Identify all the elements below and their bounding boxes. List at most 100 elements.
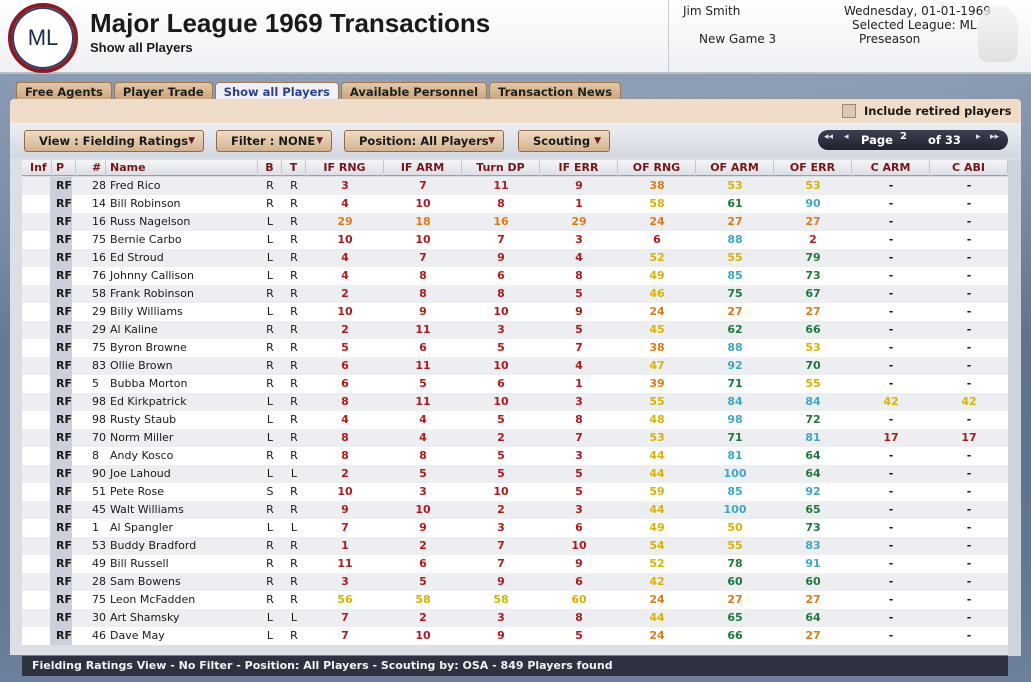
- tab-player-trade[interactable]: Player Trade: [113, 82, 213, 100]
- player-position: RF: [56, 467, 72, 480]
- table-scrollbar[interactable]: [1008, 160, 1021, 656]
- column-header-inf[interactable]: Inf: [22, 160, 52, 176]
- player-name[interactable]: Rusty Staub: [110, 413, 177, 426]
- player-name[interactable]: Bill Robinson: [110, 197, 181, 210]
- player-name[interactable]: Byron Browne: [110, 341, 187, 354]
- player-name[interactable]: Billy Williams: [110, 305, 183, 318]
- player-position: RF: [56, 413, 72, 426]
- column-header-of-err[interactable]: OF ERR: [774, 160, 852, 176]
- table-row[interactable]: RF 30 Art Shamsky L L 7 2 3 8 44 65 64 - -: [22, 609, 1008, 627]
- table-row[interactable]: RF 46 Dave May L R 7 10 9 5 24 66 27 - -: [22, 627, 1008, 645]
- player-name[interactable]: Fred Rico: [110, 179, 161, 192]
- table-row[interactable]: RF 70 Norm Miller L R 8 4 2 7 53 71 81 17 17: [22, 429, 1008, 447]
- player-name[interactable]: Buddy Bradford: [110, 539, 197, 552]
- table-row[interactable]: RF 76 Johnny Callison L R 4 8 6 8 49 85 73 - -: [22, 267, 1008, 285]
- player-name[interactable]: Ollie Brown: [110, 359, 173, 372]
- player-name[interactable]: Andy Kosco: [110, 449, 174, 462]
- table-row[interactable]: RF 16 Ed Stroud L R 4 7 9 4 52 55 79- -: [22, 249, 1008, 267]
- player-name[interactable]: Ed Stroud: [110, 251, 164, 264]
- player-name[interactable]: Norm Miller: [110, 431, 174, 444]
- column-header-turn-dp[interactable]: Turn DP: [462, 160, 540, 176]
- column-header-if-err[interactable]: IF ERR: [540, 160, 618, 176]
- tab-transaction-news[interactable]: Transaction News: [489, 82, 622, 100]
- position-dropdown[interactable]: Position: All Players ▼: [344, 130, 504, 152]
- rating-cell: 3: [341, 575, 349, 588]
- column-header-of-rng[interactable]: OF RNG: [618, 160, 696, 176]
- table-row[interactable]: RF 51 Pete Rose S R 10 3 10 5 59 85 92 - -: [22, 483, 1008, 501]
- rating-cell: -: [966, 233, 972, 246]
- player-name[interactable]: Art Shamsky: [110, 611, 180, 624]
- player-name[interactable]: Joe Lahoud: [110, 467, 171, 480]
- player-name[interactable]: Johnny Callison: [110, 269, 194, 282]
- table-row[interactable]: RF 98 Ed Kirkpatrick L R 8 11 10 3 55 84 84 42 42: [22, 393, 1008, 411]
- player-name[interactable]: Bernie Carbo: [110, 233, 182, 246]
- rating-cell: 10: [493, 359, 509, 372]
- scouting-dropdown[interactable]: Scouting ▼: [518, 130, 610, 152]
- tab-available-personnel[interactable]: Available Personnel: [340, 82, 488, 100]
- table-row[interactable]: RF 90 Joe Lahoud L L 2 5 5 5 44 100 64 - -: [22, 465, 1008, 483]
- column-header-p[interactable]: P: [52, 160, 76, 176]
- table-row[interactable]: RF 45 Walt Williams R R 9 10 2 3 44 100 65 - -: [22, 501, 1008, 519]
- tab-free-agents[interactable]: Free Agents: [16, 82, 112, 100]
- table-row[interactable]: RF 53 Buddy Bradford R R 1 2 7 10 54 55 83 - -: [22, 537, 1008, 555]
- player-name[interactable]: Russ Nagelson: [110, 215, 191, 228]
- player-name[interactable]: Al Kaline: [110, 323, 158, 336]
- player-position: RF: [56, 593, 72, 606]
- first-page-icon[interactable]: ◂◂: [824, 132, 834, 142]
- table-row[interactable]: RF 28 Sam Bowens R R 3 5 9 6 42 60 60 - -: [22, 573, 1008, 591]
- player-name[interactable]: Dave May: [110, 629, 165, 642]
- table-row[interactable]: RF 5 Bubba Morton R R 6 5 6 1 39 71 55 - -: [22, 375, 1008, 393]
- include-retired-checkbox[interactable]: [842, 104, 856, 118]
- column-header-if-arm[interactable]: IF ARM: [384, 160, 462, 176]
- column-header--[interactable]: #: [76, 160, 106, 176]
- table-row[interactable]: RF 75 Byron Browne R R 5 6 5 7 38 88 53 - -: [22, 339, 1008, 357]
- column-header-t[interactable]: T: [282, 160, 306, 176]
- table-row[interactable]: RF 98 Rusty Staub L R 4 4 5 8 48 98 72 - -: [22, 411, 1008, 429]
- view-dropdown[interactable]: View : Fielding Ratings ▼: [24, 130, 204, 152]
- rating-cell: 38: [649, 341, 665, 354]
- player-name[interactable]: Walt Williams: [110, 503, 184, 516]
- table-row[interactable]: RF 16 Russ Nagelson L R 29 18 16 29 24 27 27 - -: [22, 213, 1008, 231]
- filter-dropdown[interactable]: Filter : NONE ▼: [216, 130, 332, 152]
- table-row[interactable]: RF 49 Bill Russell R R 11 6 7 9 52 78 91 - -: [22, 555, 1008, 573]
- column-header-if-rng[interactable]: IF RNG: [306, 160, 384, 176]
- column-header-c-abi[interactable]: C ABI: [930, 160, 1008, 176]
- player-name[interactable]: Bill Russell: [110, 557, 169, 570]
- player-name[interactable]: Frank Robinson: [110, 287, 194, 300]
- prev-page-icon[interactable]: ◂: [844, 132, 849, 142]
- current-date[interactable]: Wednesday, 01-01-1969: [844, 4, 991, 18]
- column-header-of-arm[interactable]: OF ARM: [696, 160, 774, 176]
- table-row[interactable]: RF 75 Leon McFadden R R 56 58 58 60 24 27 27 - -: [22, 591, 1008, 609]
- player-name[interactable]: Al Spangler: [110, 521, 174, 534]
- table-row[interactable]: RF 14 Bill Robinson R R 4 10 8 1 58 61 90 - -: [22, 195, 1008, 213]
- player-name[interactable]: Bubba Morton: [110, 377, 188, 390]
- rating-cell: -: [966, 521, 972, 534]
- rating-cell: 71: [727, 377, 743, 390]
- table-row[interactable]: RF 75 Bernie Carbo L R 10 10 7 3 6 88 2 - -: [22, 231, 1008, 249]
- rating-cell: 55: [649, 395, 665, 408]
- user-name[interactable]: Jim Smith: [683, 4, 741, 18]
- table-row[interactable]: RF 29 Billy Williams L R 10 9 10 9 24 27 27 - -: [22, 303, 1008, 321]
- current-page[interactable]: 2: [900, 131, 907, 142]
- player-position: RF: [56, 539, 72, 552]
- tab-show-all-players[interactable]: Show all Players: [214, 82, 339, 100]
- table-row[interactable]: RF 1 Al Spangler L L 7 9 3 6 49 50 73 - -: [22, 519, 1008, 537]
- table-row[interactable]: RF 8 Andy Kosco R R 8 8 5 3 44 81 64 - -: [22, 447, 1008, 465]
- table-row[interactable]: RF 83 Ollie Brown R R 6 11 10 4 47 92 70 - -: [22, 357, 1008, 375]
- rating-cell: 100: [723, 467, 747, 480]
- include-retired-toggle[interactable]: Include retired players: [842, 103, 1011, 119]
- player-name[interactable]: Pete Rose: [110, 485, 164, 498]
- table-row[interactable]: RF 29 Al Kaline R R 2 11 3 5 45 62 66 - -: [22, 321, 1008, 339]
- player-name[interactable]: Ed Kirkpatrick: [110, 395, 187, 408]
- table-row[interactable]: RF 58 Frank Robinson R R 2 8 8 5 46 75 67 - -: [22, 285, 1008, 303]
- player-throws: R: [290, 629, 298, 642]
- player-name[interactable]: Leon McFadden: [110, 593, 196, 606]
- table-row[interactable]: RF 28 Fred Rico R R 3 7 11 9 38 53 53 - -: [22, 177, 1008, 195]
- column-header-b[interactable]: B: [258, 160, 282, 176]
- last-page-icon[interactable]: ▸▸: [990, 132, 1000, 142]
- player-name[interactable]: Sam Bowens: [110, 575, 181, 588]
- rating-cell: 2: [419, 539, 427, 552]
- column-header-name[interactable]: Name: [106, 160, 258, 176]
- next-page-icon[interactable]: ▸: [976, 132, 981, 142]
- column-header-c-arm[interactable]: C ARM: [852, 160, 930, 176]
